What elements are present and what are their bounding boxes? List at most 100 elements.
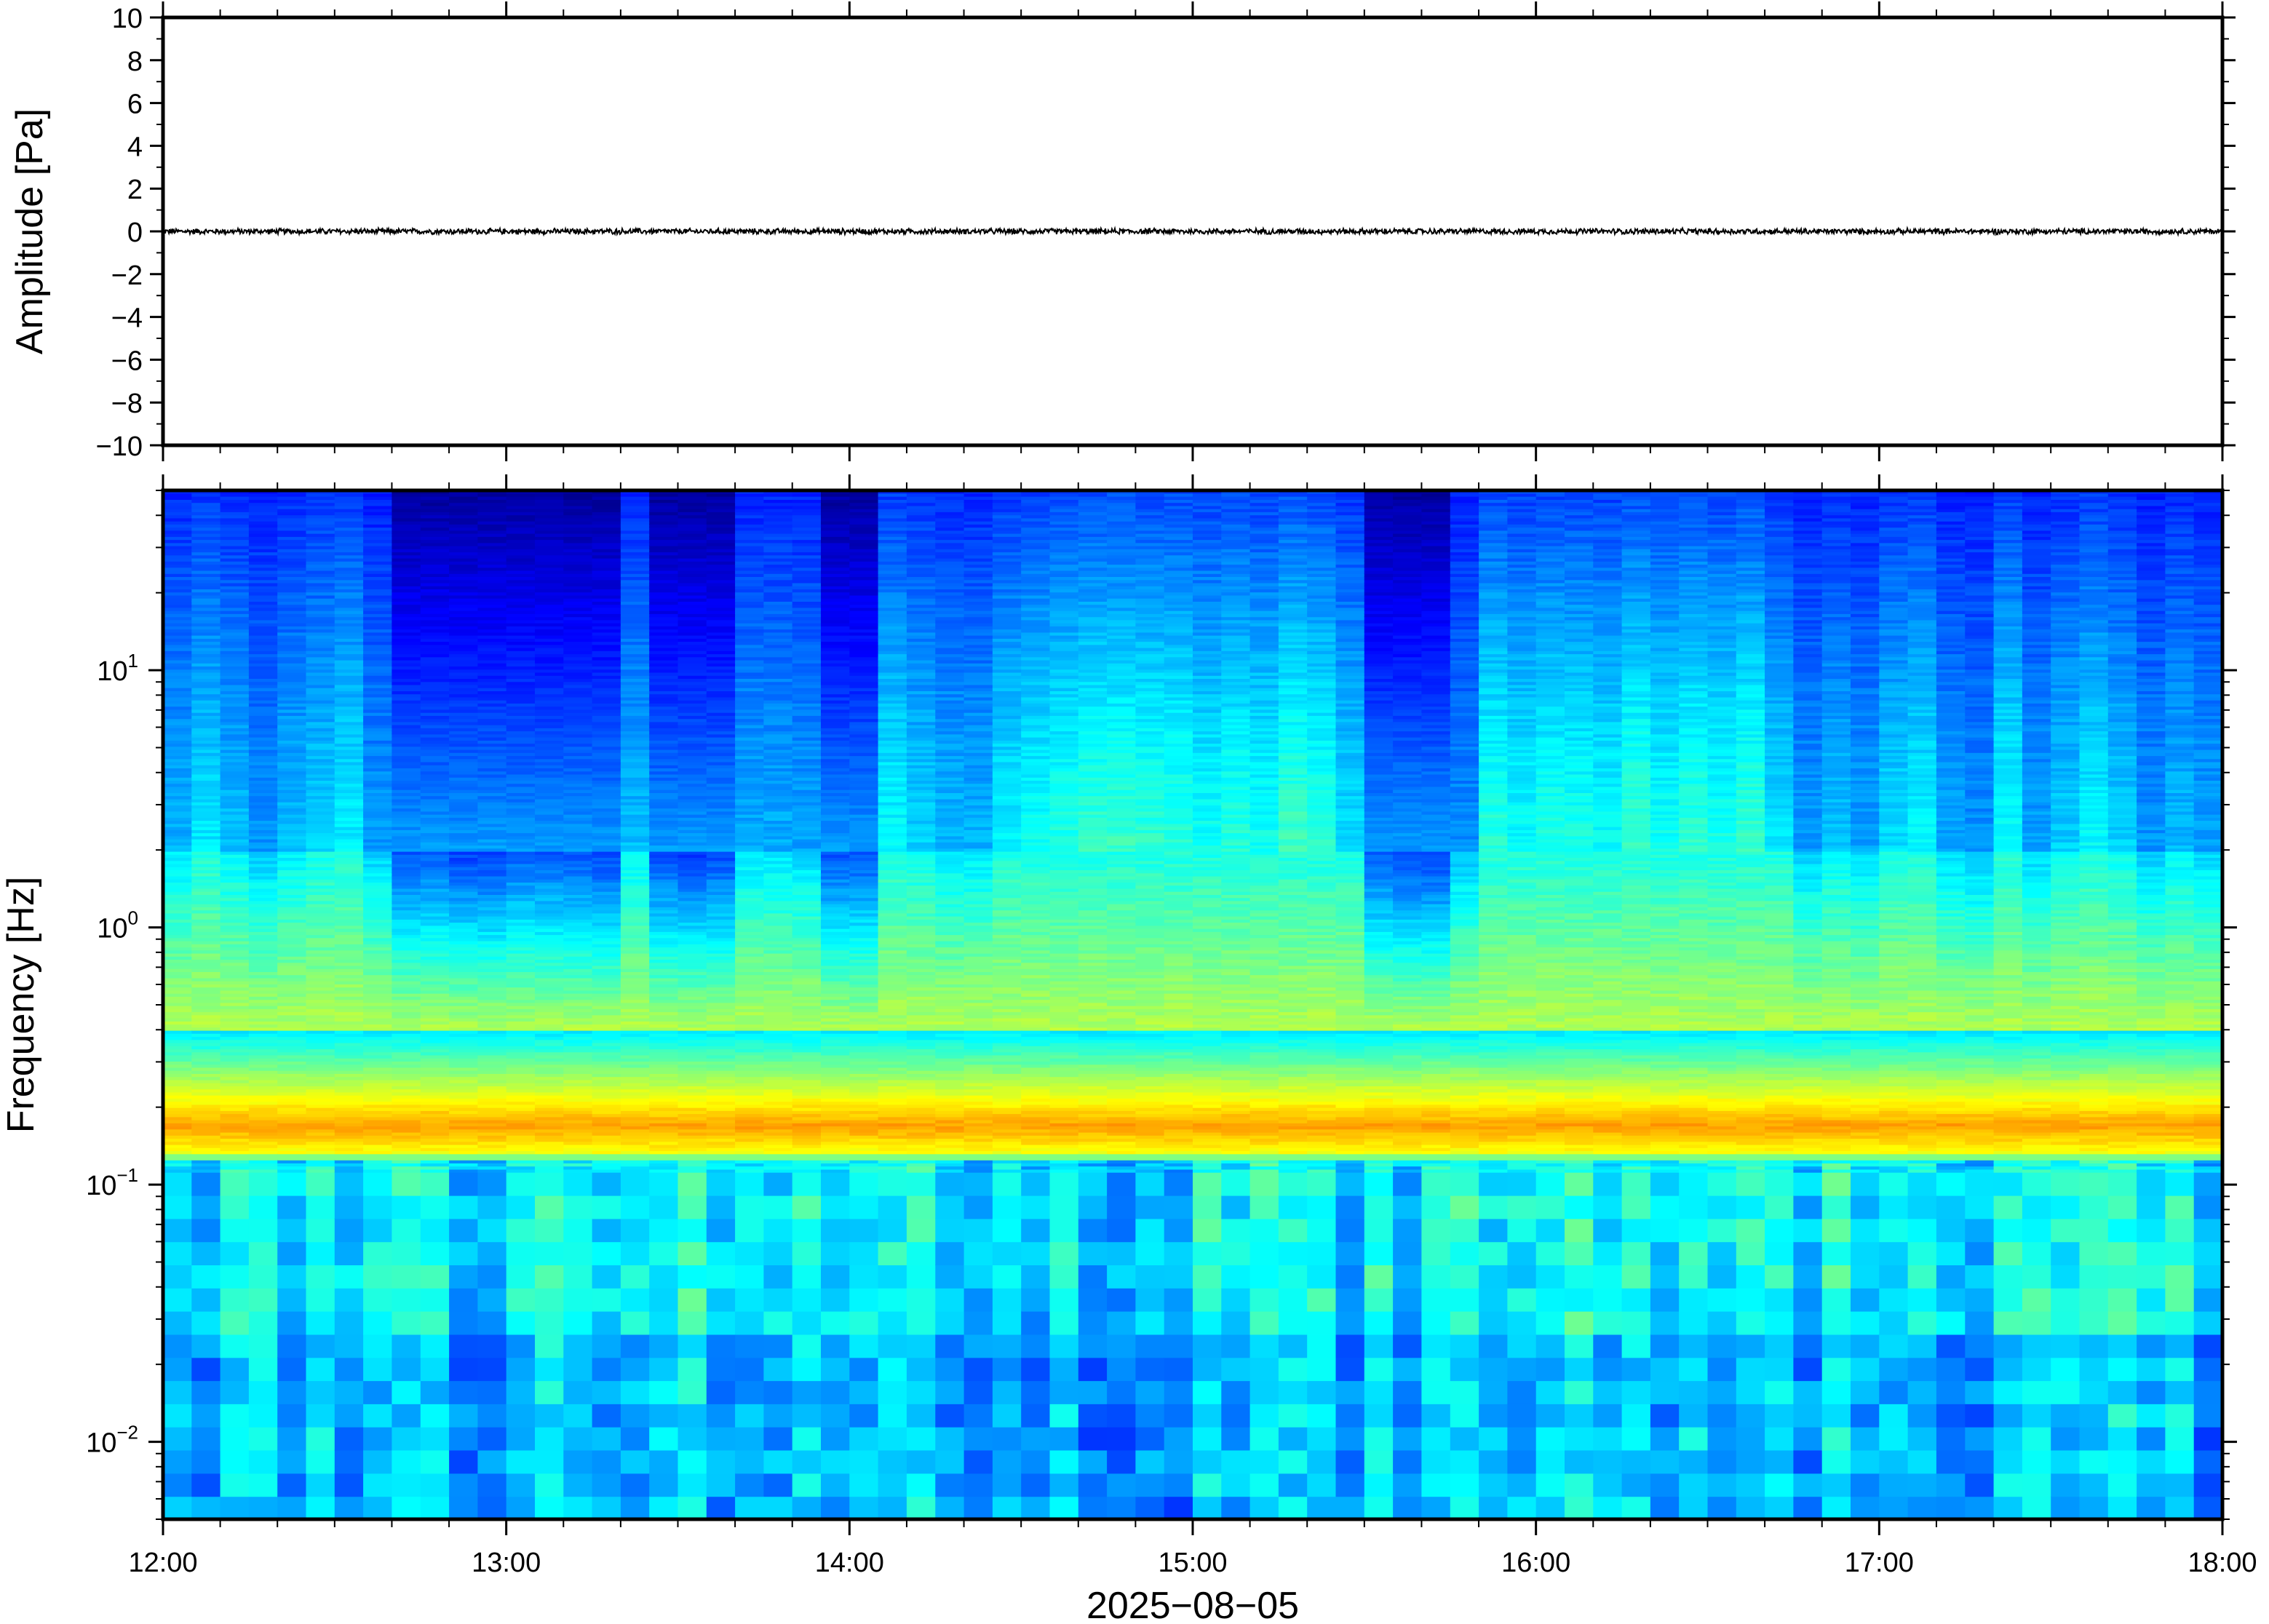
spectrogram-cell <box>506 1334 536 1358</box>
spectrogram-cell <box>449 1334 478 1358</box>
spectrogram-cell <box>421 1218 450 1242</box>
spectrogram-cell <box>592 1218 621 1242</box>
spectrogram-cell <box>563 1172 592 1196</box>
spectrogram-cell <box>592 1450 621 1474</box>
spectrogram-cell <box>707 1380 736 1404</box>
spectrogram-panel: 10110010−110−2 12:00 13:00 14:00 15:00 16:00… <box>0 474 2257 1624</box>
spectrogram-cell <box>707 1172 736 1196</box>
spectrogram-cell <box>363 1288 392 1312</box>
spectrogram-cell <box>649 1473 678 1497</box>
spectrogram-cell <box>335 1241 364 1265</box>
spectrogram-cell <box>421 1241 450 1265</box>
spectrogram-cell <box>220 1473 250 1497</box>
spectrogram-cell <box>335 1380 364 1404</box>
spectrogram-cell <box>506 1473 536 1497</box>
spectrogram-cell <box>477 1496 506 1520</box>
spectrogram-cell <box>220 1265 250 1289</box>
spectrogram-cell <box>506 1450 536 1474</box>
spectrogram-cell <box>363 1218 392 1242</box>
spectrogram-cell <box>449 1404 478 1428</box>
spectrogram-cell <box>421 1334 450 1358</box>
spectrogram-cell <box>563 1218 592 1242</box>
spectrogram-cell <box>277 1496 306 1520</box>
spectrogram-cell <box>306 1450 335 1474</box>
spectrogram-cell <box>477 1450 506 1474</box>
spectrogram-cell <box>163 1311 192 1335</box>
amplitude-y-label: Amplitude [Pa] <box>9 108 51 354</box>
spectrogram-cell <box>506 1404 536 1428</box>
spectrogram-cell <box>678 1380 707 1404</box>
spectrogram-cell <box>735 1288 764 1312</box>
spectrogram-cell <box>249 1288 278 1312</box>
spectrogram-cell <box>592 1380 621 1404</box>
spectrogram-cell <box>649 1427 678 1451</box>
spectrogram-cell <box>707 1288 736 1312</box>
spectrogram-cell <box>191 1450 220 1474</box>
spectrogram-cell <box>592 1357 621 1381</box>
spectrogram-cell <box>220 1357 250 1381</box>
spectrogram-cell <box>421 1265 450 1289</box>
spectrogram-cell <box>421 1172 450 1196</box>
spectrogram-cell <box>335 1357 364 1381</box>
spectrogram-cell <box>363 1265 392 1289</box>
spectrogram-cell <box>277 1311 306 1335</box>
spectrogram-cell <box>191 1241 220 1265</box>
spectrogram-cell <box>363 1473 392 1497</box>
spectrogram-cell <box>335 1473 364 1497</box>
spectrogram-cell <box>535 1218 564 1242</box>
spectrogram-cell <box>277 1265 306 1289</box>
spectrogram-cell <box>449 1311 478 1335</box>
spectrogram-cell <box>335 1195 364 1219</box>
spectrogram-cell <box>363 1195 392 1219</box>
spectrogram-cell <box>249 1427 278 1451</box>
spectrogram-cell <box>392 1496 421 1520</box>
spectrogram-cell <box>621 1241 650 1265</box>
spectrogram-cell <box>277 1404 306 1428</box>
spectrogram-cell <box>735 1427 764 1451</box>
amplitude-y-tick-label: 8 <box>127 47 143 77</box>
spectrogram-cell <box>191 1357 220 1381</box>
spectrogram-cell <box>678 1496 707 1520</box>
spectrogram-cell <box>592 1334 621 1358</box>
spectrogram-cell <box>220 1218 250 1242</box>
spectrogram-cell <box>592 1496 621 1520</box>
spectrogram-cell <box>592 1172 621 1196</box>
spectrogram-cell <box>707 1218 736 1242</box>
spectrogram-cell <box>477 1311 506 1335</box>
spectrogram-cell <box>735 1311 764 1335</box>
spectrogram-cell <box>621 1195 650 1219</box>
spectrogram-cell <box>621 1288 650 1312</box>
spectrogram-cell <box>735 1172 764 1196</box>
spectrogram-cell <box>506 1288 536 1312</box>
spectrogram-cell <box>649 1172 678 1196</box>
spectrogram-cell <box>335 1172 364 1196</box>
spectrogram-cell <box>535 1265 564 1289</box>
spectrogram-cell <box>163 1241 192 1265</box>
spectrogram-cell <box>649 1311 678 1335</box>
spectrogram-cell <box>707 1404 736 1428</box>
spectrogram-cell <box>649 1380 678 1404</box>
spectrogram-cell <box>449 1195 478 1219</box>
spectrogram-cell <box>506 1427 536 1451</box>
spectrogram-cell <box>735 1357 764 1381</box>
spectrogram-cell <box>249 1334 278 1358</box>
spectrogram-cell <box>649 1450 678 1474</box>
spectrogram-cell <box>678 1265 707 1289</box>
amplitude-y-tick-label: 6 <box>127 89 143 120</box>
spectrogram-cell <box>191 1288 220 1312</box>
spectrogram-cell <box>163 1380 192 1404</box>
spectrogram-cell <box>421 1311 450 1335</box>
spectrogram-cell <box>678 1172 707 1196</box>
spectrogram-cell <box>392 1172 421 1196</box>
spectrogram-cell <box>735 1265 764 1289</box>
spectrogram-cell <box>306 1265 335 1289</box>
spectrogram-cell <box>477 1404 506 1428</box>
spectrogram-cell <box>249 1218 278 1242</box>
spectrogram-cell <box>335 1404 364 1428</box>
spectrogram-cell <box>277 1473 306 1497</box>
spectrogram-cell <box>563 1334 592 1358</box>
spectrogram-cell <box>707 1357 736 1381</box>
spectrogram-cell <box>535 1380 564 1404</box>
spectrogram-cell <box>506 1218 536 1242</box>
spectrogram-cell <box>191 1218 220 1242</box>
